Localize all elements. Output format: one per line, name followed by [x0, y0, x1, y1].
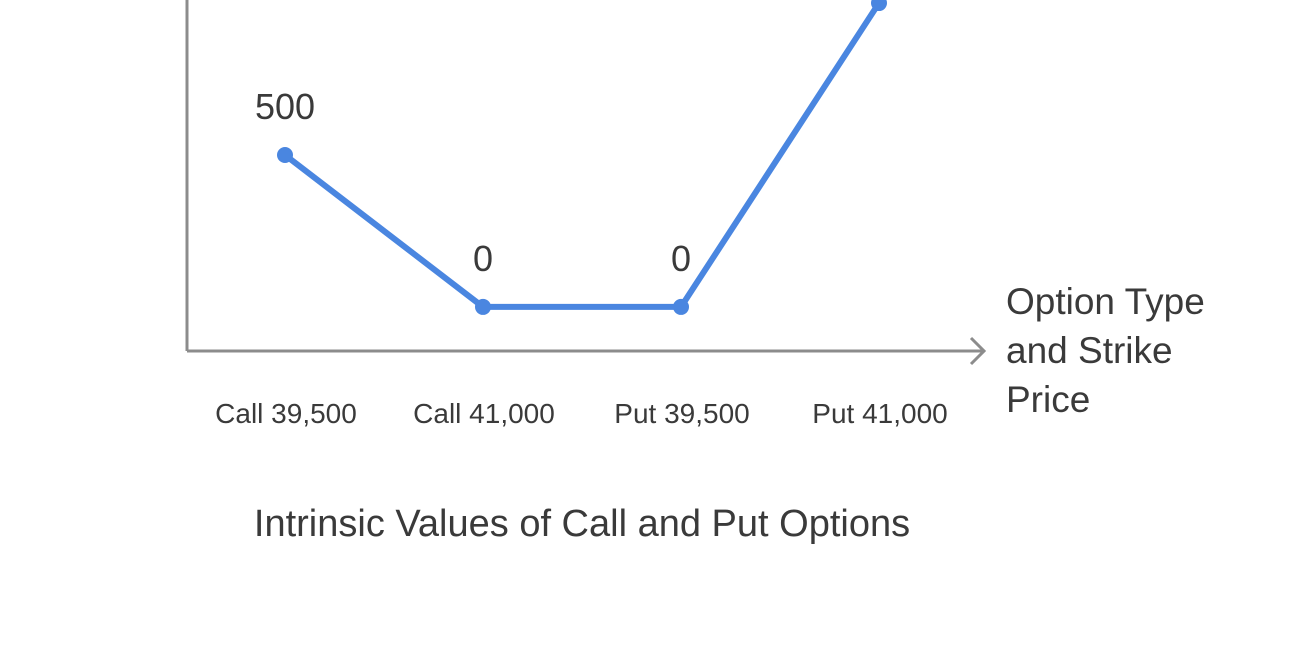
- data-point: [277, 146, 293, 163]
- x-axis-title-line: Price: [1006, 379, 1090, 420]
- x-axis-arrowhead: [969, 336, 987, 366]
- data-point: [475, 298, 491, 315]
- x-tick-label: Put 39,500: [614, 398, 749, 429]
- x-tick-labels: Call 39,500 Call 41,000 Put 39,500 Put 41,0…: [215, 398, 948, 429]
- data-point: [871, 0, 887, 12]
- axes: [185, 0, 987, 366]
- x-tick-label: Put 41,000: [812, 398, 947, 429]
- x-axis-title: Option Type and Strike Price: [1006, 281, 1205, 420]
- data-label: 0: [671, 238, 691, 279]
- x-axis-title-line: Option Type: [1006, 281, 1205, 322]
- series-layer: 500 0 0: [255, 0, 887, 315]
- series-line: [282, 0, 882, 310]
- chart-title: Intrinsic Values of Call and Put Options: [254, 503, 910, 545]
- data-point: [673, 298, 689, 315]
- data-label: 500: [255, 86, 315, 127]
- data-label: 0: [473, 238, 493, 279]
- x-tick-label: Call 39,500: [215, 398, 357, 429]
- x-tick-label: Call 41,000: [413, 398, 555, 429]
- x-axis-title-line: and Strike: [1006, 330, 1173, 371]
